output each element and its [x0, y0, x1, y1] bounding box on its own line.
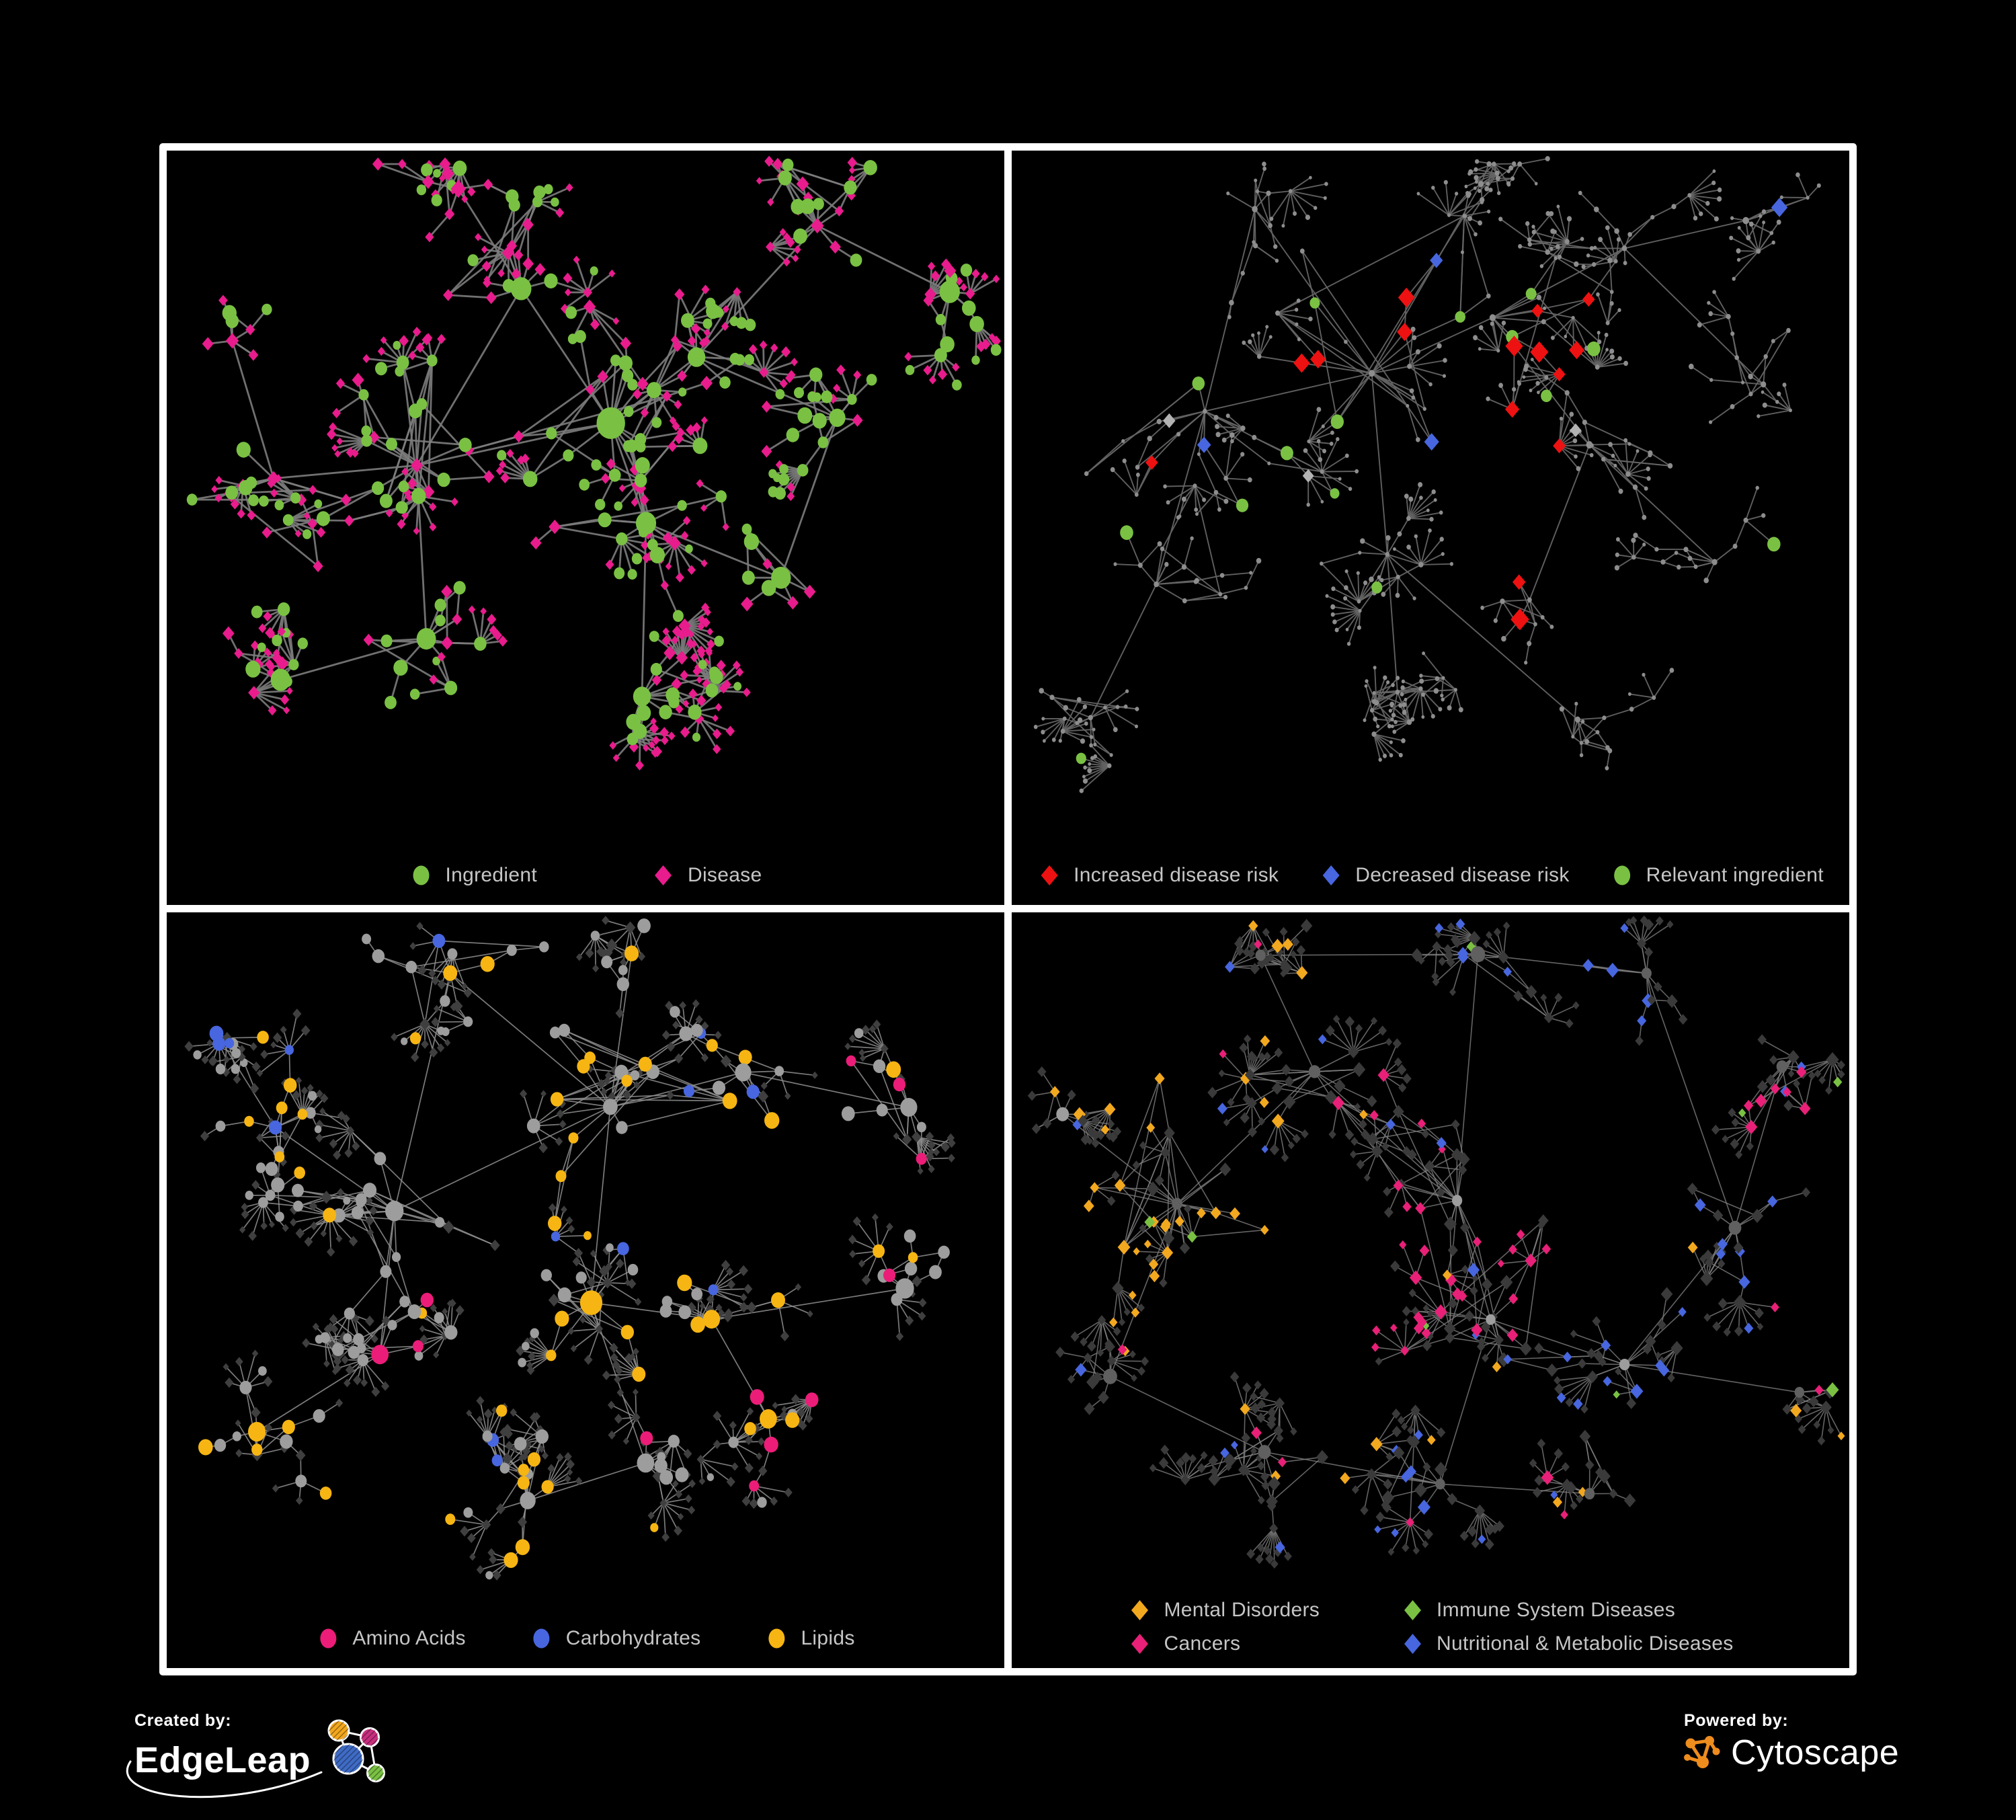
legend-item: Cancers	[1128, 1632, 1241, 1656]
circle-swatch-icon	[533, 1628, 550, 1649]
legend-ingredient-disease: Ingredient Disease	[409, 863, 762, 887]
legend-item: Nutritional & Metabolic Diseases	[1400, 1632, 1733, 1656]
compound-class-network-graph	[184, 916, 956, 1581]
diamond-swatch-icon	[1404, 1600, 1421, 1620]
circle-swatch-icon	[320, 1628, 337, 1649]
legend-label: Nutritional & Metabolic Diseases	[1437, 1632, 1734, 1655]
legend-label: Cancers	[1164, 1632, 1241, 1655]
powered-by-label: Powered by:	[1684, 1711, 1789, 1730]
panel-ingredient-disease-network: Ingredient Disease	[159, 143, 1012, 912]
legend-item: Ingredient	[409, 863, 537, 887]
legend-label: Disease	[687, 864, 762, 886]
circle-swatch-icon	[1613, 865, 1630, 885]
diamond-swatch-icon	[1041, 865, 1058, 885]
legend-label: Amino Acids	[352, 1627, 466, 1649]
panel-compound-class-network: Amino Acids Carbohydrates Lipids	[159, 905, 1012, 1675]
legend-item: Decreased disease risk	[1319, 863, 1569, 887]
panel-disease-risk-network: Increased disease risk Decreased disease …	[1004, 143, 1857, 912]
legend-label: Increased disease risk	[1074, 864, 1279, 886]
created-by-label: Created by:	[134, 1711, 232, 1730]
legend-label: Decreased disease risk	[1355, 864, 1570, 886]
legend-disease-risk: Increased disease risk Decreased disease …	[1037, 863, 1824, 887]
legend-item: Lipids	[764, 1626, 854, 1651]
edgeleap-brand-name: EdgeLeap	[134, 1740, 311, 1780]
cytoscape-brand-name: Cytoscape	[1731, 1733, 1900, 1772]
edgeleap-logo-icon	[327, 1719, 386, 1782]
powered-by-credit: Powered by: Cytoscape	[1684, 1711, 1899, 1771]
diamond-swatch-icon	[1131, 1634, 1148, 1654]
diamond-swatch-icon	[1131, 1600, 1148, 1620]
diamond-swatch-icon	[1404, 1634, 1421, 1654]
created-by-credit: Created by: EdgeLeap	[126, 1711, 394, 1798]
disease-risk-network-graph	[1033, 156, 1821, 793]
panel-disease-category-network: Mental Disorders Immune System Diseases Ca…	[1004, 905, 1857, 1675]
disease-category-network-graph	[1027, 915, 1845, 1569]
legend-compound-class: Amino Acids Carbohydrates Lipids	[316, 1626, 854, 1651]
legend-disease-category: Mental Disorders Immune System Diseases Ca…	[1128, 1598, 1734, 1656]
circle-swatch-icon	[768, 1628, 785, 1649]
legend-item: Mental Disorders	[1128, 1598, 1320, 1622]
legend-label: Lipids	[801, 1627, 855, 1649]
legend-item: Relevant ingredient	[1610, 863, 1824, 887]
legend-item: Immune System Diseases	[1400, 1598, 1675, 1622]
diamond-swatch-icon	[1322, 865, 1340, 885]
circle-swatch-icon	[413, 865, 430, 885]
legend-label: Relevant ingredient	[1646, 864, 1824, 886]
legend-label: Carbohydrates	[565, 1627, 701, 1649]
legend-label: Immune System Diseases	[1437, 1599, 1676, 1621]
legend-item: Increased disease risk	[1037, 863, 1279, 887]
legend-label: Mental Disorders	[1164, 1599, 1320, 1621]
ingredient-disease-network-graph	[186, 155, 1002, 770]
legend-item: Amino Acids	[316, 1626, 465, 1651]
legend-label: Ingredient	[445, 864, 537, 886]
legend-item: Disease	[651, 863, 762, 887]
legend-item: Carbohydrates	[530, 1626, 701, 1651]
diamond-swatch-icon	[655, 865, 672, 885]
cytoscape-logo-icon	[1684, 1736, 1720, 1768]
